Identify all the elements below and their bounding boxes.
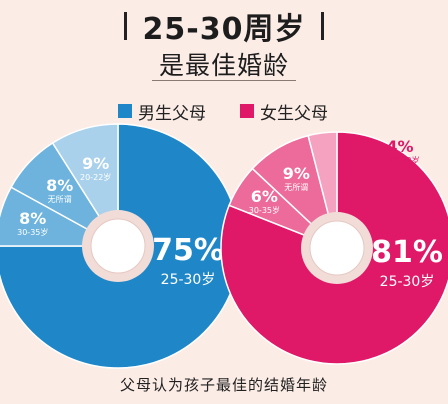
subtitle-underline xyxy=(152,80,296,81)
male-slice-2-value-label: 8% xyxy=(46,176,73,195)
male-slice-1-category-label: 30-35岁 xyxy=(17,227,48,237)
title-bar-left xyxy=(124,12,128,40)
title-bar-right xyxy=(320,12,324,40)
title-row: 25-30周岁 xyxy=(0,4,448,48)
female-donut-hole xyxy=(309,220,365,276)
male-slice-3-category-label: 20-22岁 xyxy=(80,172,111,182)
male-slice-3-value-label: 9% xyxy=(82,154,109,173)
female-slice-2-category-label: 无所谓 xyxy=(284,182,308,192)
male-slice-2-category-label: 无所谓 xyxy=(48,194,72,204)
legend-female-swatch xyxy=(240,104,254,118)
male-slice-1-value-label: 8% xyxy=(19,209,46,228)
female-slice-1-value-label: 6% xyxy=(251,187,278,206)
male-main-value-label: 75% xyxy=(152,233,224,268)
female-slice-1-category-label: 30-35岁 xyxy=(249,205,280,215)
male-donut-hole xyxy=(90,218,146,274)
female-main-value-label: 81% xyxy=(371,235,443,270)
legend-male: 男生父母 xyxy=(118,100,206,124)
chart-footer: 父母认为孩子最佳的结婚年龄 xyxy=(119,376,328,394)
male-main-category-label: 25-30岁 xyxy=(161,272,216,288)
chart-title: 25-30周岁 xyxy=(142,12,306,47)
female-slice-2-value-label: 9% xyxy=(283,164,310,183)
legend-female-label: 女生父母 xyxy=(260,103,328,124)
legend-male-label: 男生父母 xyxy=(138,103,206,124)
female-slice-3-category-label: 20-22岁 xyxy=(388,155,419,165)
female-main-category-label: 25-30岁 xyxy=(380,274,435,290)
female-slice-3-value-label: 4% xyxy=(386,137,413,156)
legend-female: 女生父母 xyxy=(240,100,328,124)
legend-male-swatch xyxy=(118,104,132,118)
chart-subtitle: 是最佳婚龄 xyxy=(158,51,289,80)
